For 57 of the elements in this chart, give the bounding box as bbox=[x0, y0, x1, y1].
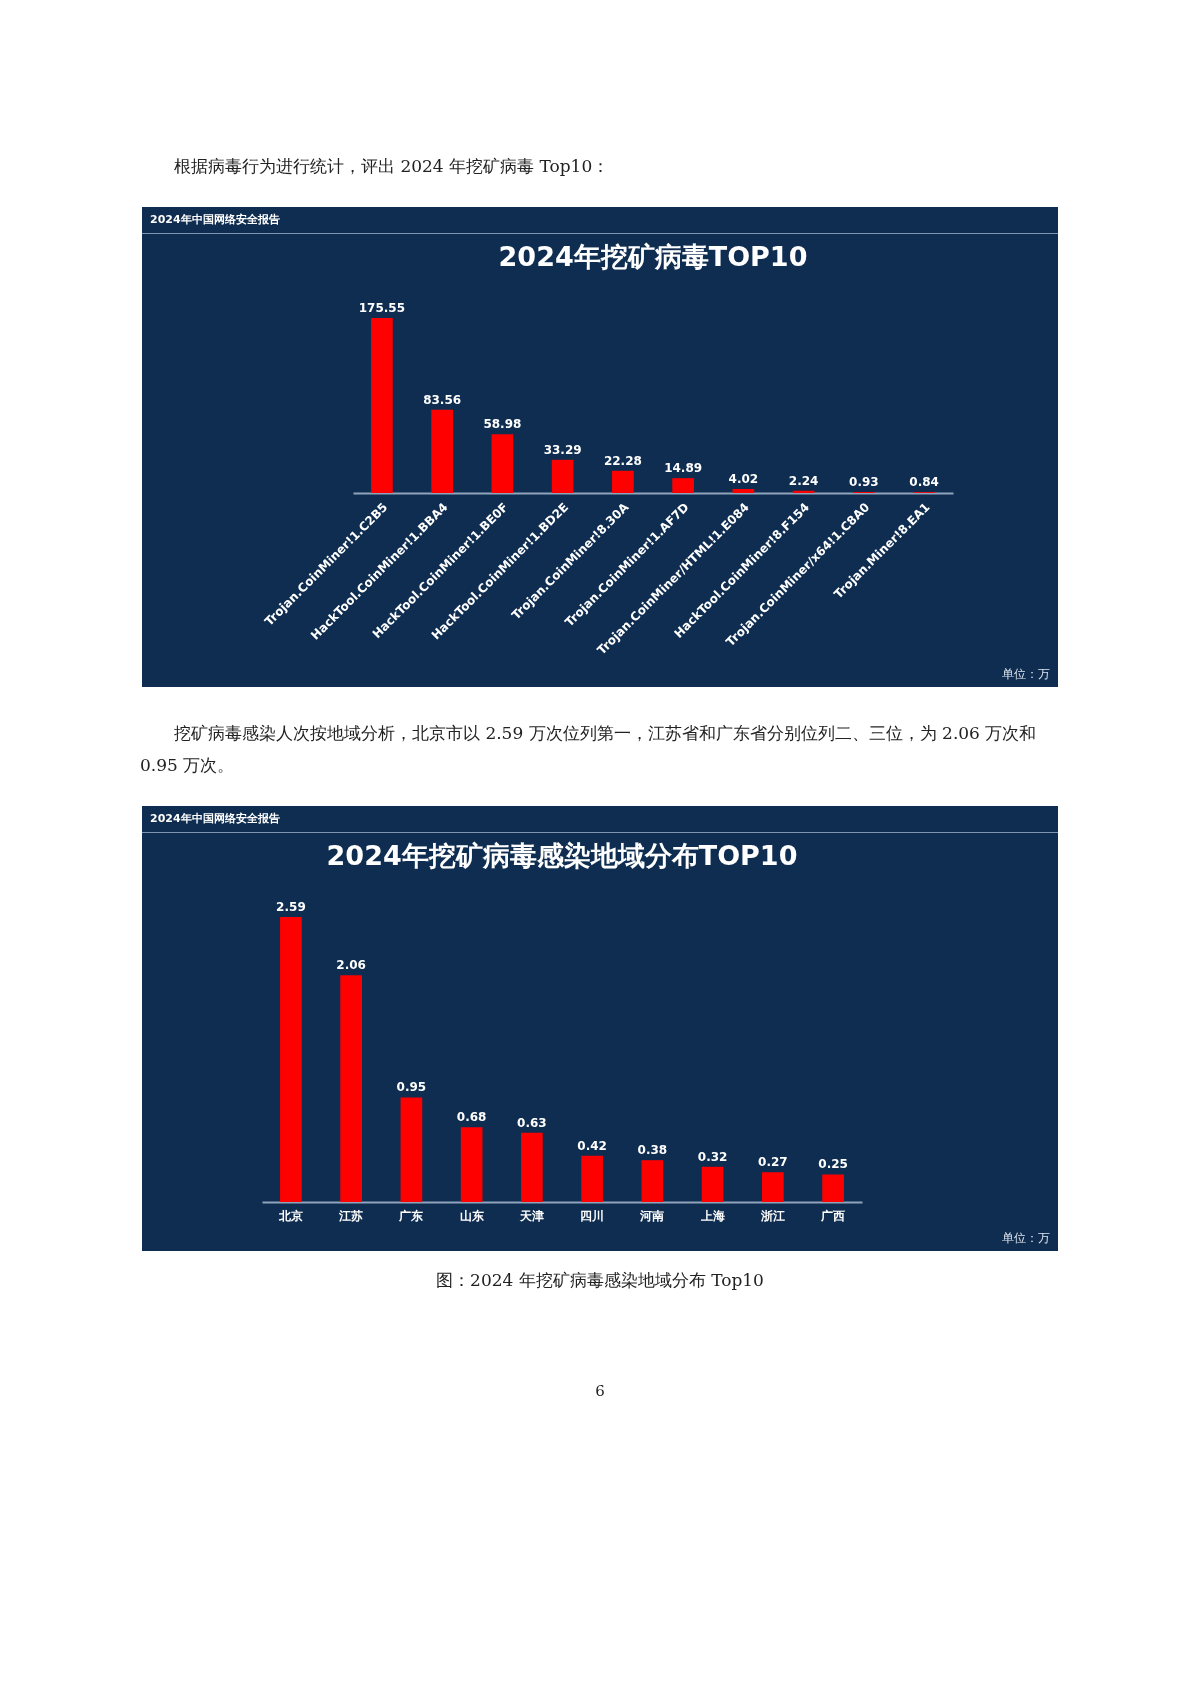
bar bbox=[762, 1172, 784, 1202]
chart-title: 2024年挖矿病毒感染地域分布TOP10 bbox=[326, 840, 798, 871]
bar bbox=[672, 478, 694, 493]
bar bbox=[641, 1160, 664, 1202]
data-label: 0.32 bbox=[697, 1149, 728, 1164]
bar bbox=[371, 318, 393, 493]
data-label: 0.68 bbox=[456, 1110, 487, 1125]
text: 6 bbox=[594, 1382, 606, 1400]
x-tick-label: 天津 bbox=[518, 1208, 544, 1223]
text: 2024年中国网络安全报告 bbox=[142, 806, 1058, 833]
data-label: 0.95 bbox=[396, 1080, 427, 1095]
text: 单位：万 bbox=[1002, 666, 1050, 683]
bar bbox=[400, 1097, 423, 1202]
bar bbox=[340, 975, 362, 1202]
data-label: 14.89 bbox=[664, 461, 703, 476]
bar bbox=[822, 1174, 844, 1202]
bar bbox=[280, 917, 302, 1202]
data-label: 175.55 bbox=[358, 301, 406, 315]
bar bbox=[491, 434, 514, 493]
x-tick-label: 山东 bbox=[459, 1208, 484, 1223]
x-tick-label: 北京 bbox=[277, 1208, 303, 1223]
data-label: 4.02 bbox=[728, 471, 759, 486]
data-label: 2.24 bbox=[788, 473, 819, 488]
data-label: 0.63 bbox=[517, 1115, 547, 1130]
data-label: 0.27 bbox=[758, 1155, 788, 1170]
text: 挖矿病毒感染人次按地域分析，北京市以 2.59 万次位列第一，江苏省和广东省分别位列二、三位，为 2.06 万次和 0.95 万次。 bbox=[140, 722, 1038, 777]
x-tick-label: 河南 bbox=[639, 1208, 665, 1223]
bar bbox=[460, 1127, 483, 1202]
chart-title: 2024年挖矿病毒TOP10 bbox=[498, 241, 808, 272]
data-label: 2.59 bbox=[276, 900, 306, 914]
bar bbox=[581, 1155, 603, 1202]
text: 单位：万 bbox=[1002, 1230, 1050, 1247]
data-label: 0.25 bbox=[818, 1157, 848, 1172]
x-tick-label: 广西 bbox=[820, 1208, 846, 1223]
data-label: 0.84 bbox=[909, 475, 939, 490]
bar bbox=[431, 409, 453, 493]
data-label: 33.29 bbox=[543, 442, 582, 457]
bar bbox=[612, 470, 634, 493]
text: 图：2024 年挖矿病毒感染地域分布 Top10 bbox=[435, 1269, 765, 1292]
text: 2024年中国网络安全报告 bbox=[142, 207, 1058, 234]
x-tick-label: 广东 bbox=[398, 1208, 424, 1223]
data-label: 0.38 bbox=[637, 1143, 668, 1158]
bar bbox=[521, 1132, 543, 1202]
text: 根据病毒行为进行统计，评出 2024 年挖矿病毒 Top10： bbox=[173, 155, 611, 178]
data-label: 2.06 bbox=[336, 958, 366, 973]
x-tick-label: 江苏 bbox=[338, 1208, 364, 1223]
bar bbox=[551, 459, 574, 493]
x-tick-label: 浙江 bbox=[759, 1208, 785, 1223]
x-tick-label: 上海 bbox=[699, 1208, 725, 1223]
data-label: 83.56 bbox=[423, 392, 462, 407]
bar bbox=[701, 1166, 724, 1202]
data-label: 58.98 bbox=[483, 417, 522, 432]
x-tick-label: 四川 bbox=[580, 1208, 605, 1223]
data-label: 0.42 bbox=[577, 1138, 607, 1153]
data-label: 22.28 bbox=[603, 453, 642, 468]
data-label: 0.93 bbox=[849, 475, 879, 490]
bar bbox=[732, 488, 755, 493]
